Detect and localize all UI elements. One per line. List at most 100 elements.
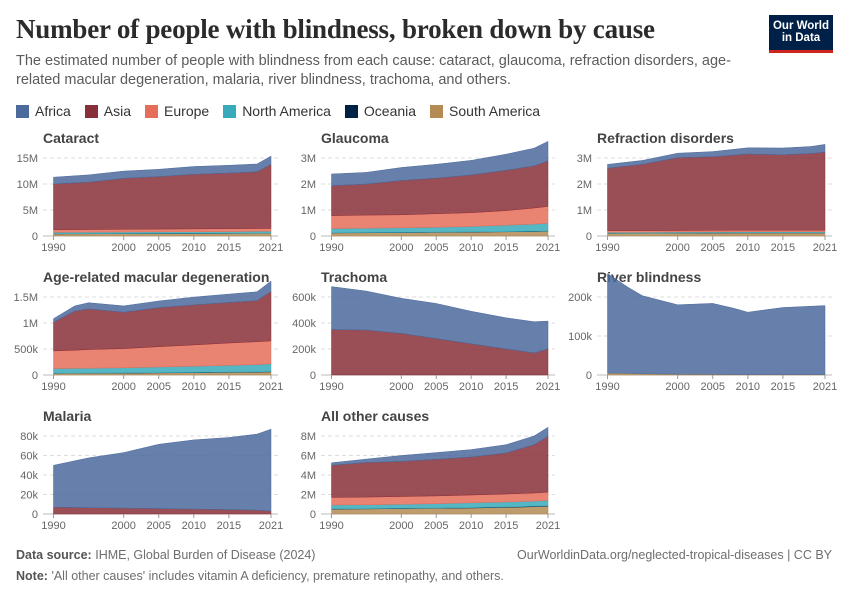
y-tick-label: 4M — [301, 470, 316, 482]
y-tick-label: 60k — [20, 451, 38, 463]
x-tick-label: 2021 — [536, 520, 560, 532]
x-tick-label: 1990 — [41, 520, 65, 532]
x-tick-label: 2000 — [389, 381, 413, 393]
legend-label: North America — [242, 103, 331, 119]
area-africa — [331, 426, 549, 466]
legend-item-north-america[interactable]: North America — [223, 103, 331, 119]
logo-line-1: Our World — [772, 20, 829, 32]
y-tick-label: 500k — [14, 344, 38, 356]
panel-refraction-disorders: Refraction disorders 0 1M 2M 3M 1990 2000 2005 2… — [577, 130, 838, 254]
x-tick-label: 2010 — [182, 242, 206, 254]
x-tick-label: 2010 — [736, 242, 760, 254]
x-tick-label: 2005 — [701, 242, 725, 254]
x-tick-label: 2021 — [813, 242, 837, 254]
legend-label: Asia — [103, 103, 132, 119]
panel-title: Malaria — [43, 408, 91, 424]
y-tick-label: 80k — [20, 431, 38, 443]
y-tick-label: 2M — [577, 179, 592, 191]
y-tick-label: 3M — [301, 153, 316, 165]
x-tick-label: 2010 — [736, 381, 760, 393]
y-tick-label: 8M — [301, 431, 316, 443]
x-tick-label: 2000 — [665, 381, 689, 393]
x-tick-label: 2000 — [111, 381, 135, 393]
x-tick-label: 2005 — [147, 520, 171, 532]
x-tick-label: 2010 — [182, 520, 206, 532]
x-tick-label: 2021 — [259, 520, 283, 532]
x-tick-label: 2015 — [494, 242, 518, 254]
panel-all-other-causes: All other causes 0 2M 4M 6M 8M 1990 2000 2005 201… — [301, 408, 561, 532]
y-tick-label: 2M — [301, 490, 316, 502]
chart-subtitle: The estimated number of people with blin… — [16, 53, 731, 88]
x-tick-label: 1990 — [595, 381, 619, 393]
legend-item-south-america[interactable]: South America — [430, 103, 540, 119]
x-tick-label: 2010 — [182, 381, 206, 393]
source-label: Data source: — [16, 548, 92, 562]
panel-trachoma: Trachoma 0 200k 400k 600k 1990 2000 2005 2010 201… — [292, 269, 560, 393]
legend: Africa Asia Europe North America Oceania… — [16, 101, 554, 121]
legend-label: Oceania — [363, 103, 417, 119]
y-tick-label: 0 — [32, 509, 38, 521]
y-tick-label: 15M — [17, 153, 38, 165]
x-tick-label: 2021 — [813, 381, 837, 393]
y-tick-label: 0 — [310, 370, 316, 382]
source-text[interactable]: IHME, Global Burden of Disease (2024) — [95, 548, 316, 562]
x-tick-label: 1990 — [41, 381, 65, 393]
y-tick-label: 0 — [310, 231, 316, 243]
y-tick-label: 200k — [568, 292, 592, 304]
panel-age-related-macular-degeneration: Age-related macular degeneration 0 500k 1M 1… — [14, 269, 284, 393]
y-tick-label: 40k — [20, 470, 38, 482]
x-tick-label: 2000 — [389, 520, 413, 532]
footer-url[interactable]: OurWorldinData.org/neglected-tropical-di… — [517, 548, 832, 562]
y-tick-label: 5M — [23, 205, 38, 217]
logo-line-2: in Data — [781, 32, 821, 44]
x-tick-label: 1990 — [319, 381, 343, 393]
panel-title: All other causes — [321, 408, 429, 424]
legend-item-africa[interactable]: Africa — [16, 103, 71, 119]
y-tick-label: 10M — [17, 179, 38, 191]
y-tick-label: 20k — [20, 490, 38, 502]
legend-item-europe[interactable]: Europe — [145, 103, 209, 119]
panel-glaucoma: Glaucoma 0 1M 2M 3M 1990 2000 2005 2010 2015 2021 — [301, 130, 561, 254]
y-tick-label: 3M — [577, 153, 592, 165]
chart-title: Number of people with blindness, broken … — [16, 14, 655, 44]
y-tick-label: 400k — [292, 318, 316, 330]
x-tick-label: 2015 — [771, 242, 795, 254]
y-tick-label: 0 — [310, 509, 316, 521]
area-africa — [331, 141, 549, 186]
x-tick-label: 2005 — [147, 242, 171, 254]
x-tick-label: 2015 — [217, 381, 241, 393]
panel-title: Glaucoma — [321, 130, 389, 146]
legend-label: South America — [449, 103, 541, 119]
area-africa — [607, 144, 826, 169]
owid-logo[interactable]: Our World in Data — [769, 15, 833, 53]
legend-swatch — [16, 104, 29, 118]
y-tick-label: 100k — [568, 331, 592, 343]
panel-title: Trachoma — [321, 269, 387, 285]
legend-item-oceania[interactable]: Oceania — [344, 103, 417, 119]
x-tick-label: 2010 — [459, 381, 483, 393]
x-tick-label: 2021 — [536, 381, 560, 393]
area-africa — [53, 280, 272, 323]
y-tick-label: 200k — [292, 344, 316, 356]
x-tick-label: 2005 — [424, 381, 448, 393]
x-tick-label: 2021 — [536, 242, 560, 254]
y-tick-label: 0 — [586, 370, 592, 382]
panel-river-blindness: River blindness 0 100k 200k 1990 2000 2005 2010… — [568, 269, 837, 393]
legend-item-asia[interactable]: Asia — [84, 103, 132, 119]
x-tick-label: 2010 — [459, 520, 483, 532]
x-tick-label: 2000 — [111, 520, 135, 532]
x-tick-label: 2015 — [771, 381, 795, 393]
x-tick-label: 2005 — [424, 242, 448, 254]
y-tick-label: 1.5M — [14, 292, 38, 304]
panel-title: Cataract — [43, 130, 99, 146]
small-multiples-charts: Cataract 0 5M 10M 15M 1990 2000 2005 2010 2015 202… — [14, 130, 838, 532]
area-africa — [607, 273, 826, 375]
x-tick-label: 1990 — [41, 242, 65, 254]
area-africa — [53, 428, 272, 512]
x-tick-label: 2015 — [217, 242, 241, 254]
panel-title: Refraction disorders — [597, 130, 734, 146]
legend-label: Africa — [35, 103, 71, 119]
x-tick-label: 2000 — [665, 242, 689, 254]
legend-swatch — [223, 104, 237, 118]
x-tick-label: 1990 — [319, 242, 343, 254]
